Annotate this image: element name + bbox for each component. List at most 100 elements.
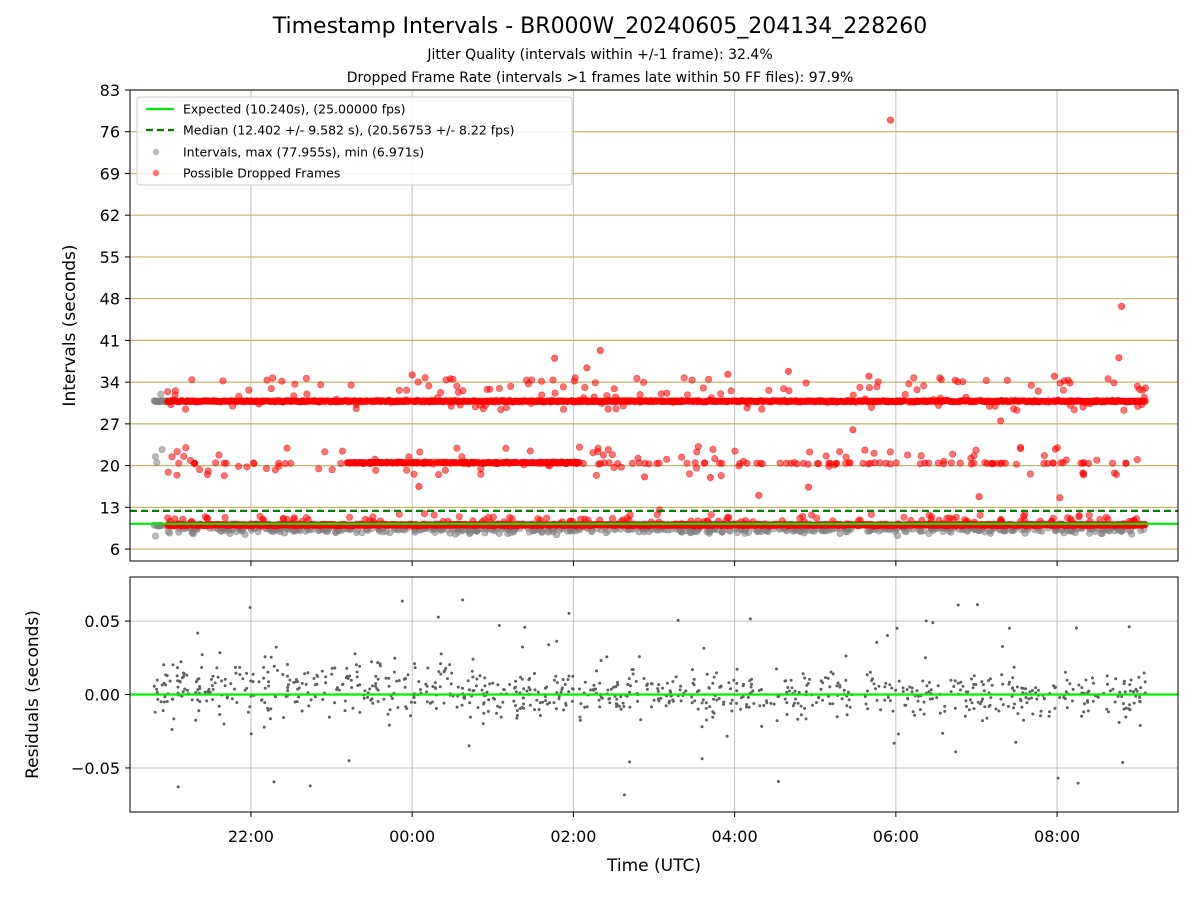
residual-point	[910, 686, 914, 690]
residual-point	[891, 709, 895, 713]
interval-point	[693, 448, 701, 456]
residual-point	[483, 676, 487, 680]
interval-point	[536, 516, 544, 524]
interval-point	[981, 459, 989, 467]
interval-point	[469, 459, 477, 467]
residual-point	[308, 784, 312, 788]
residual-point	[538, 714, 542, 717]
interval-point	[755, 491, 763, 499]
residual-point	[667, 699, 671, 703]
residual-point	[892, 741, 896, 745]
residual-point	[1048, 710, 1051, 714]
residual-point	[701, 698, 705, 702]
interval-point	[372, 466, 380, 474]
residual-point	[863, 695, 867, 699]
residual-point	[433, 686, 437, 690]
residual-point	[1118, 690, 1122, 694]
residual-point	[196, 698, 200, 702]
interval-point	[874, 378, 882, 386]
interval-point	[743, 404, 751, 412]
residual-point	[548, 701, 552, 705]
residual-point	[1039, 714, 1042, 718]
residual-point	[748, 679, 752, 683]
residual-point	[1030, 696, 1033, 700]
interval-point	[928, 513, 936, 521]
interval-point	[583, 364, 591, 372]
residual-point	[757, 689, 761, 692]
residual-point	[1142, 671, 1146, 675]
residual-point	[1105, 674, 1109, 678]
residual-point	[170, 728, 174, 731]
residual-point	[203, 690, 207, 694]
residual-point	[346, 677, 350, 680]
residual-point	[300, 709, 304, 713]
residual-point	[172, 717, 176, 721]
residual-point	[585, 705, 589, 709]
interval-point	[367, 460, 375, 468]
interval-point	[460, 459, 468, 467]
residual-point	[964, 690, 968, 694]
residual-point	[922, 712, 926, 716]
interval-point	[1011, 397, 1019, 405]
residual-point	[476, 706, 480, 710]
residual-point	[990, 683, 994, 687]
residual-point	[541, 700, 545, 704]
residual-point	[362, 696, 366, 700]
residual-point	[155, 687, 159, 691]
interval-point	[612, 393, 620, 401]
residual-point	[619, 695, 623, 699]
interval-point	[1134, 402, 1142, 410]
residual-point	[515, 709, 519, 713]
residual-point	[567, 674, 571, 678]
residual-point	[650, 705, 653, 709]
interval-point	[952, 513, 960, 521]
residual-point	[182, 672, 186, 676]
residual-point	[525, 689, 529, 693]
residual-point	[475, 677, 479, 681]
interval-point	[683, 459, 691, 467]
top-y-tick-label: 83	[100, 81, 120, 100]
residual-point	[598, 681, 602, 685]
residual-point	[183, 687, 187, 691]
interval-point	[685, 470, 693, 478]
interval-point	[437, 388, 445, 396]
residual-point	[874, 687, 877, 691]
interval-point	[1034, 387, 1042, 395]
residual-point	[434, 707, 438, 710]
residual-point	[606, 688, 610, 692]
residual-point	[931, 697, 934, 701]
residual-point	[501, 700, 505, 704]
residual-point	[209, 677, 213, 681]
interval-point	[416, 448, 424, 456]
residual-point	[799, 713, 803, 717]
residual-point	[700, 701, 704, 705]
residual-point	[545, 685, 549, 689]
residual-point	[518, 707, 522, 711]
interval-point	[806, 448, 814, 456]
residual-point	[544, 699, 548, 703]
interval-point	[892, 459, 900, 467]
residual-point	[186, 688, 189, 692]
residual-point	[198, 700, 202, 704]
residual-point	[176, 666, 179, 670]
residual-point	[959, 680, 963, 684]
interval-point	[425, 382, 433, 390]
residual-point	[161, 709, 165, 713]
interval-point	[623, 514, 631, 522]
residual-point	[915, 689, 919, 693]
residual-point	[472, 689, 476, 692]
residual-point	[1139, 686, 1143, 690]
residual-point	[223, 677, 227, 681]
interval-point	[495, 384, 503, 392]
interval-point	[347, 381, 355, 389]
residual-point	[775, 667, 778, 671]
residual-point	[354, 663, 358, 667]
residual-point	[248, 705, 252, 709]
residual-point	[845, 713, 849, 717]
residual-point	[496, 683, 500, 687]
residual-point	[614, 685, 618, 689]
interval-point	[813, 459, 821, 467]
interval-point	[302, 374, 310, 382]
residual-point	[218, 651, 222, 655]
residual-point	[956, 681, 960, 685]
